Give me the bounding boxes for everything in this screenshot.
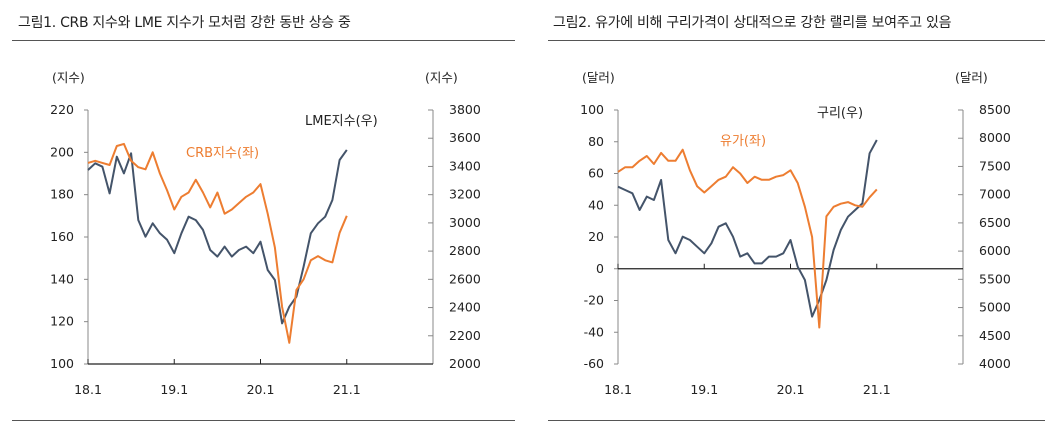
right-axis-tick-label: 7500 — [979, 158, 1011, 173]
right-axis-tick-label: 2600 — [449, 271, 481, 286]
series-label: CRB지수(좌) — [186, 146, 259, 161]
chart1-title: 그림1. CRB 지수와 LME 지수가 모처럼 강한 동반 상승 중 — [18, 15, 351, 31]
series-line-right — [617, 139, 878, 318]
x-axis-tick-label: 20.1 — [777, 382, 805, 397]
left-axis-tick-label: -20 — [584, 293, 604, 308]
series-line-left — [617, 148, 878, 329]
x-axis-tick-label: 18.1 — [74, 382, 102, 397]
chart2-title: 그림2. 유가에 비해 구리가격이 상대적으로 강한 랠리를 보여주고 있음 — [553, 15, 952, 31]
left-axis-tick-label: 220 — [50, 102, 74, 117]
x-axis-tick-label: 19.1 — [690, 382, 718, 397]
right-axis-tick-label: 3800 — [449, 102, 481, 117]
x-axis-tick-label: 19.1 — [160, 382, 188, 397]
chart2-title-rule — [548, 40, 1045, 41]
right-axis-tick-label: 8000 — [979, 130, 1011, 145]
right-axis-tick-label: 7000 — [979, 187, 1011, 202]
left-axis-tick-label: 80 — [588, 134, 604, 149]
left-axis-tick-label: 200 — [50, 144, 74, 159]
right-axis-tick-label: 3400 — [449, 158, 481, 173]
chart1-bottom-rule — [12, 420, 515, 421]
left-axis-tick-label: 100 — [580, 102, 604, 117]
right-axis-tick-label: 5000 — [979, 300, 1011, 315]
right-axis-tick-label: 3000 — [449, 215, 481, 230]
right-axis-tick-label: 4500 — [979, 328, 1011, 343]
left-axis-tick-label: 160 — [50, 229, 74, 244]
left-axis-tick-label: 40 — [588, 197, 604, 212]
series-line-left — [87, 142, 348, 344]
x-axis-tick-label: 21.1 — [863, 382, 891, 397]
left-axis-unit: (지수) — [52, 70, 85, 85]
chart1-title-rule — [12, 40, 515, 41]
right-axis-unit: (지수) — [425, 70, 458, 85]
x-axis-tick-label: 21.1 — [333, 382, 361, 397]
left-axis-tick-label: 60 — [588, 166, 604, 181]
right-axis-tick-label: 8500 — [979, 102, 1011, 117]
right-axis-tick-label: 3200 — [449, 187, 481, 202]
series-label: 유가(좌) — [720, 134, 766, 149]
series-label: LME지수(우) — [305, 114, 378, 129]
right-axis-tick-label: 5500 — [979, 271, 1011, 286]
right-axis-tick-label: 3600 — [449, 130, 481, 145]
left-axis-unit: (달러) — [582, 70, 615, 85]
right-axis-tick-label: 2200 — [449, 328, 481, 343]
right-axis-tick-label: 2000 — [449, 356, 481, 371]
left-axis-tick-label: 0 — [596, 261, 604, 276]
x-axis-tick-label: 18.1 — [604, 382, 632, 397]
series-line-right — [87, 149, 348, 325]
right-axis-tick-label: 4000 — [979, 356, 1011, 371]
left-axis-tick-label: 180 — [50, 187, 74, 202]
x-axis-tick-label: 20.1 — [247, 382, 275, 397]
left-axis-tick-label: 140 — [50, 271, 74, 286]
left-axis-tick-label: -40 — [584, 324, 604, 339]
left-axis-tick-label: -60 — [584, 356, 604, 371]
left-axis-tick-label: 120 — [50, 314, 74, 329]
right-axis-tick-label: 6000 — [979, 243, 1011, 258]
right-axis-tick-label: 6500 — [979, 215, 1011, 230]
left-axis-tick-label: 100 — [50, 356, 74, 371]
right-axis-unit: (달러) — [955, 70, 988, 85]
right-axis-tick-label: 2800 — [449, 243, 481, 258]
series-label: 구리(우) — [817, 106, 863, 121]
chart2-bottom-rule — [548, 420, 1045, 421]
left-axis-tick-label: 20 — [588, 229, 604, 244]
right-axis-tick-label: 2400 — [449, 300, 481, 315]
